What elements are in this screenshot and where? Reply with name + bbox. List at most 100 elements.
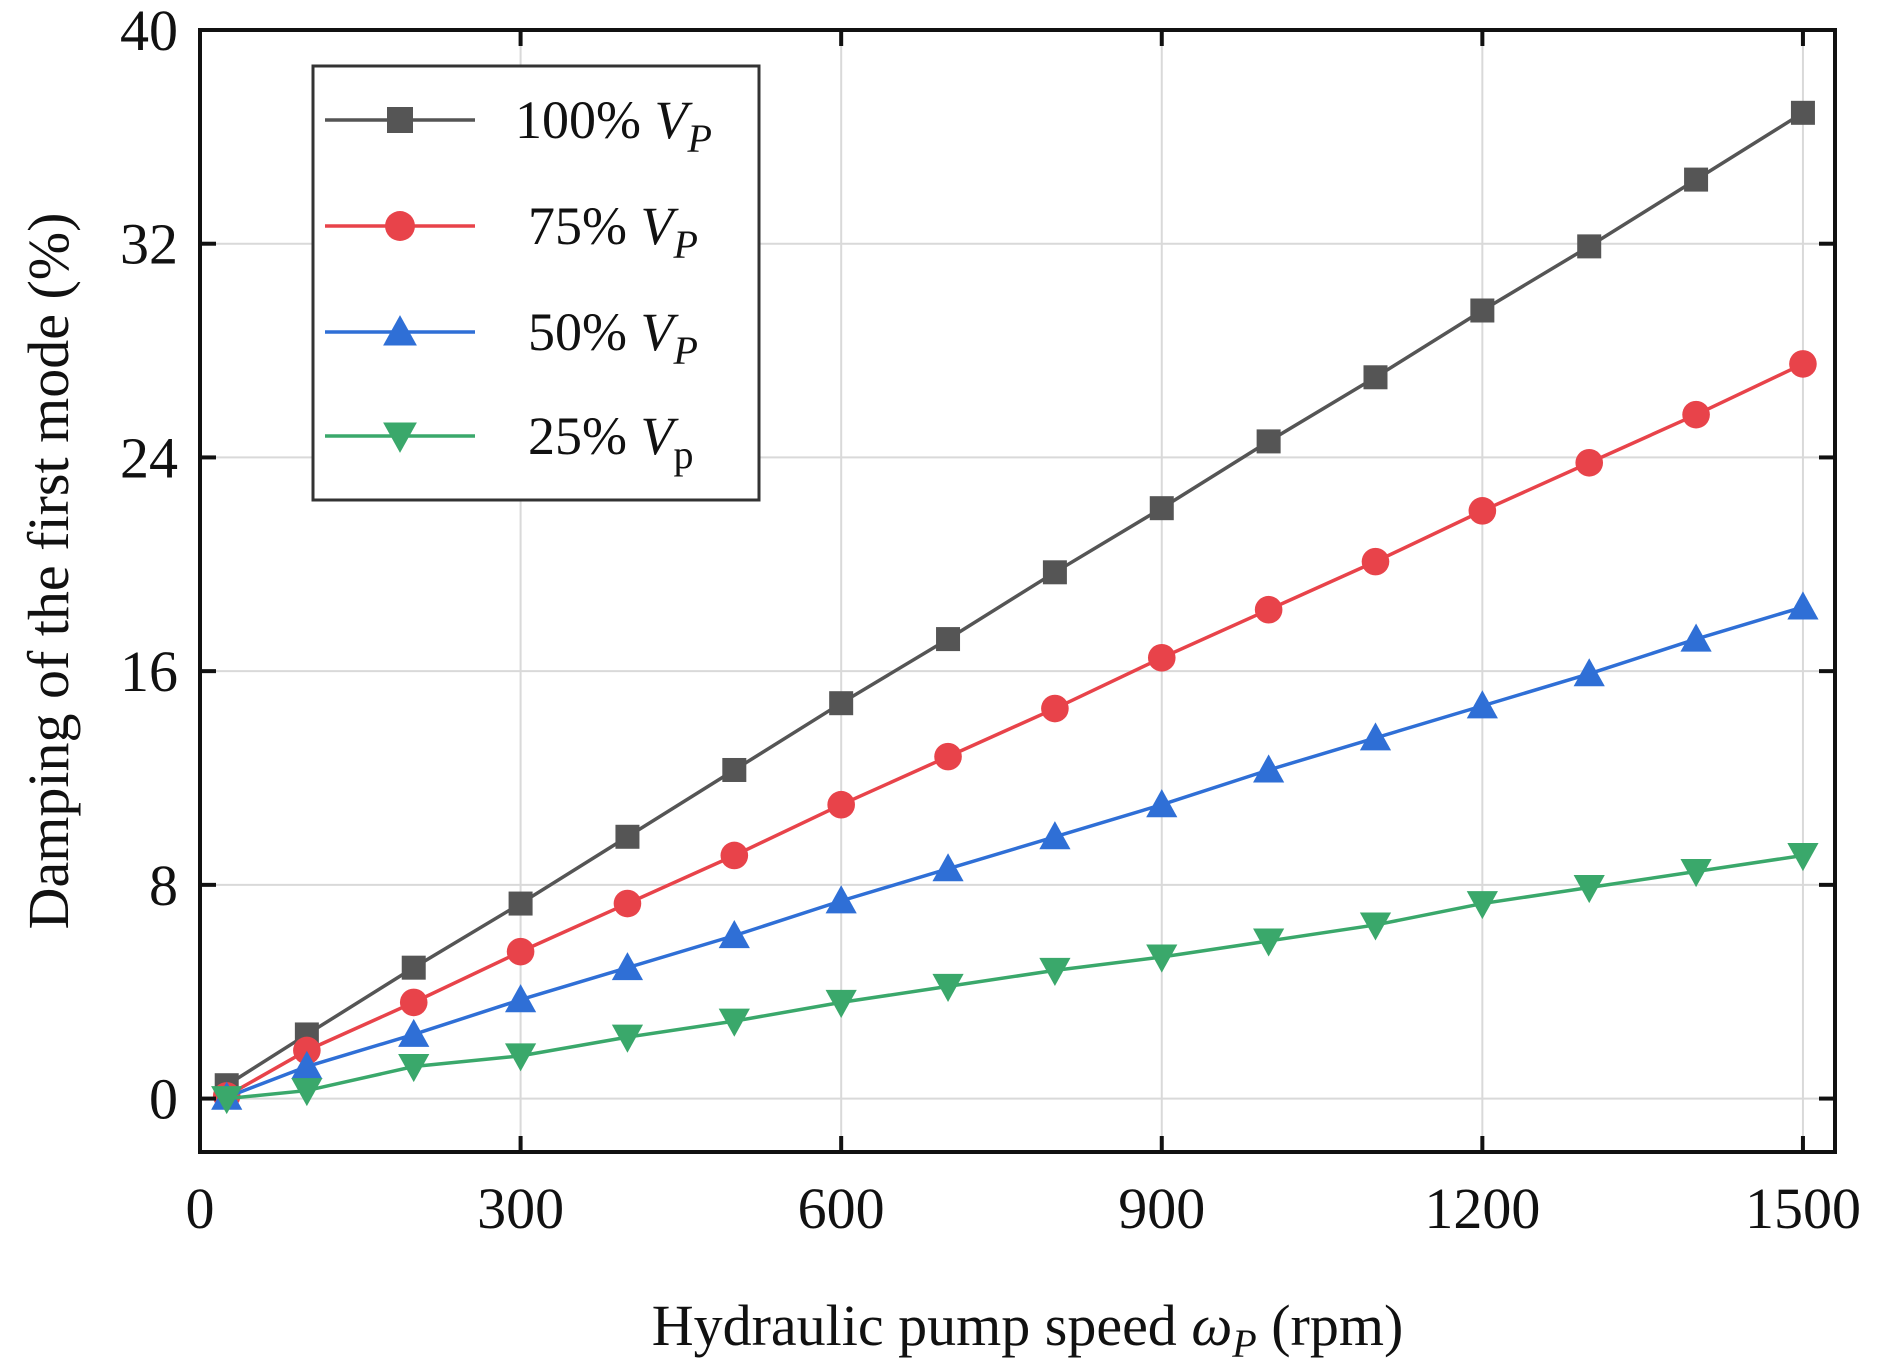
data-point-1-9 — [1042, 560, 1067, 585]
legend-label-percent: 100% — [515, 90, 654, 150]
data-point-1-14 — [1577, 234, 1602, 259]
data-point-2-15 — [1682, 400, 1710, 429]
series-line-4 — [226, 853, 1804, 1101]
data-point-4-14 — [1573, 875, 1605, 904]
data-point-4-11 — [1253, 928, 1285, 957]
legend-label-subscript: p — [673, 432, 693, 477]
legend-label-symbol: V — [640, 302, 679, 362]
data-point-2-2 — [293, 1036, 321, 1065]
y-tick-labels: 0 8 16 24 32 40 — [120, 0, 178, 1132]
data-point-1-16 — [1790, 100, 1815, 125]
legend-label-percent: 75% — [528, 196, 640, 256]
data-point-3-7 — [825, 885, 857, 914]
data-point-2-7 — [827, 790, 855, 819]
data-point-4-15 — [1680, 859, 1712, 888]
data-point-3-10 — [1146, 789, 1178, 818]
data-point-3-8 — [932, 853, 964, 882]
data-point-4-3 — [398, 1054, 430, 1083]
data-point-3-6 — [718, 920, 750, 949]
data-point-4-13 — [1466, 891, 1498, 920]
data-point-4-5 — [611, 1024, 644, 1053]
data-point-3-12 — [1359, 722, 1392, 751]
data-point-4-7 — [825, 989, 857, 1018]
data-point-1-12 — [1363, 365, 1388, 390]
x-tick-label-900: 900 — [1118, 1176, 1205, 1241]
legend-marker-2 — [385, 211, 415, 241]
x-tick-labels: 0 300 600 900 1200 1500 — [186, 1176, 1861, 1241]
data-point-3-11 — [1253, 754, 1285, 783]
data-point-2-8 — [934, 742, 962, 771]
data-point-2-14 — [1575, 448, 1604, 477]
x-tick-label-300: 300 — [477, 1176, 564, 1241]
x-tick-label-1200: 1200 — [1424, 1176, 1540, 1241]
data-point-3-14 — [1573, 658, 1605, 687]
data-point-4-6 — [718, 1008, 750, 1037]
data-point-2-5 — [613, 889, 642, 918]
data-point-3-4 — [504, 984, 537, 1013]
legend-label-subscript: P — [672, 222, 697, 267]
legend-item-2: 75% VP — [325, 196, 698, 267]
legend-marker-1 — [387, 107, 413, 133]
data-point-2-6 — [720, 841, 749, 870]
x-axis-title: Hydraulic pump speed ωP (rpm) — [652, 1293, 1404, 1366]
data-point-1-3 — [401, 955, 426, 980]
x-axis-title-symbol: ω — [1191, 1293, 1232, 1358]
x-axis-title-subscript: P — [1231, 1321, 1256, 1366]
data-point-2-9 — [1041, 694, 1069, 723]
legend-marker-4 — [383, 422, 417, 453]
data-point-2-13 — [1468, 497, 1497, 525]
legend-item-4: 25% Vp — [325, 406, 693, 477]
y-axis-title: Damping of the first mode (%) — [16, 213, 81, 930]
series-4 — [211, 842, 1819, 1115]
x-tick-label-0: 0 — [186, 1176, 215, 1241]
y-tick-label-16: 16 — [120, 639, 178, 704]
series-layer — [211, 100, 1819, 1115]
data-point-2-4 — [506, 937, 535, 966]
data-point-1-11 — [1256, 429, 1281, 454]
y-tick-label-40: 40 — [120, 0, 178, 63]
legend-label-subscript: P — [686, 116, 711, 161]
legend-label-percent: 50% — [528, 302, 640, 362]
data-point-4-8 — [932, 973, 964, 1002]
data-point-4-16 — [1787, 842, 1819, 872]
x-axis-title-prefix: Hydraulic pump speed — [652, 1293, 1192, 1358]
data-point-4-4 — [504, 1043, 537, 1072]
legend-label-3: 50% VP — [528, 302, 698, 373]
legend-item-1: 100% VP — [325, 90, 712, 161]
legend-label-percent: 25% — [528, 406, 640, 466]
data-point-3-13 — [1466, 690, 1498, 719]
legend-label-symbol: V — [640, 406, 679, 466]
legend-label-4: 25% Vp — [528, 406, 693, 477]
data-point-1-4 — [508, 891, 533, 916]
legend-label-symbol: V — [640, 196, 679, 256]
data-point-3-3 — [398, 1018, 430, 1047]
data-point-3-9 — [1039, 821, 1071, 850]
x-tick-label-1500: 1500 — [1745, 1176, 1861, 1241]
plot-frame — [198, 28, 1837, 1154]
series-line-3 — [226, 605, 1804, 1099]
legend-label-subscript: P — [672, 328, 697, 373]
series-line-1 — [225, 111, 1804, 1087]
data-point-2-12 — [1361, 547, 1390, 576]
legend-marker-3 — [383, 315, 417, 346]
data-point-3-16 — [1787, 591, 1819, 620]
data-point-1-8 — [936, 627, 961, 652]
data-point-1-6 — [722, 757, 747, 782]
data-point-4-2 — [291, 1078, 323, 1107]
tick-marks — [198, 28, 1835, 1152]
data-point-4-12 — [1359, 912, 1392, 941]
series-2 — [212, 350, 1817, 1110]
x-axis-title-suffix: (rpm) — [1257, 1293, 1404, 1358]
legend-label-2: 75% VP — [528, 196, 698, 267]
legend-item-3: 50% VP — [325, 302, 698, 373]
y-tick-label-0: 0 — [149, 1067, 178, 1132]
data-point-1-7 — [829, 691, 854, 716]
legend-label-1: 100% VP — [515, 90, 712, 161]
series-line-2 — [225, 362, 1804, 1098]
y-tick-label-8: 8 — [149, 853, 178, 918]
data-point-3-15 — [1680, 623, 1712, 652]
data-point-1-10 — [1149, 496, 1174, 521]
y-tick-label-24: 24 — [120, 425, 178, 490]
